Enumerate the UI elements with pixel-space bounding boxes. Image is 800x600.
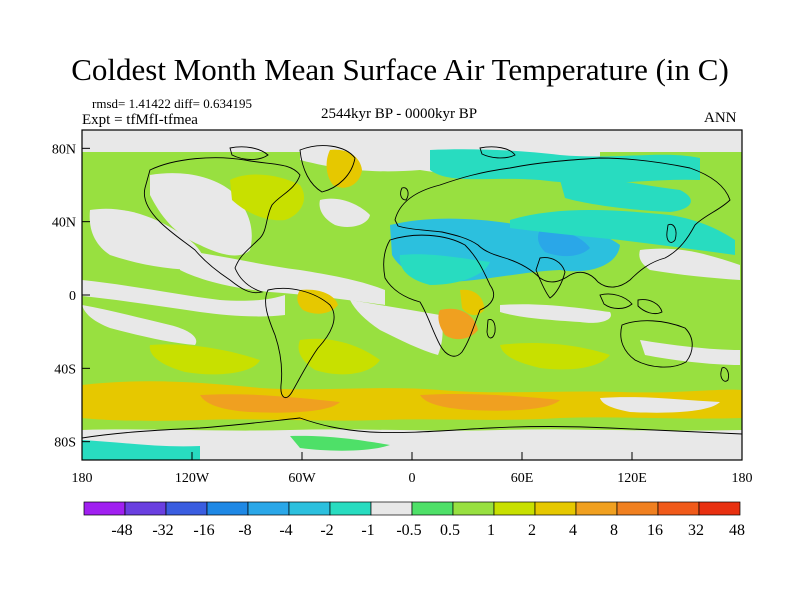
period-text: 2544kyr BP - 0000kyr BP	[321, 106, 478, 122]
coastlines	[81, 145, 743, 439]
y-tick-label: 40N	[52, 216, 76, 231]
colorbar-label: 1	[487, 522, 495, 539]
colorbar-swatch	[534, 501, 577, 516]
x-tick-label: 120W	[175, 471, 210, 486]
x-tick-label: 180	[732, 471, 753, 486]
y-tick-label: 80S	[54, 436, 76, 451]
colorbar-label: -1	[361, 522, 374, 539]
colorbar-swatch	[575, 501, 618, 516]
colorbar-swatch	[452, 501, 495, 516]
colorbar-label: -32	[152, 522, 173, 539]
experiment-text: Expt = tfMfI-tfmea	[82, 112, 198, 128]
colorbar-label: 32	[688, 522, 704, 539]
colorbar-swatch	[165, 501, 208, 516]
colorbar-swatch	[288, 501, 331, 516]
colorbar-label: -8	[238, 522, 251, 539]
colorbar-swatch	[370, 501, 413, 516]
season-text: ANN	[704, 110, 737, 126]
colorbar-label: -2	[320, 522, 333, 539]
y-tick-label: 0	[69, 289, 76, 304]
colorbar-swatch	[657, 501, 700, 516]
colorbar-swatch	[83, 501, 126, 516]
y-tick-label: 80N	[52, 142, 76, 157]
y-tick-label: 40S	[54, 362, 76, 377]
colorbar-label: -0.5	[396, 522, 421, 539]
colorbar-label: 48	[729, 522, 745, 539]
colorbar-swatch	[411, 501, 454, 516]
colorbar-label: 8	[610, 522, 618, 539]
x-tick-label: 180	[72, 471, 93, 486]
colorbar-label: -48	[111, 522, 132, 539]
colorbar-label: 0.5	[440, 522, 460, 539]
x-tick-label: 60E	[511, 471, 534, 486]
plot-title: Coldest Month Mean Surface Air Temperatu…	[71, 52, 729, 87]
colorbar-swatch	[329, 501, 372, 516]
colorbar-swatch	[698, 501, 741, 516]
colorbar-label: 4	[569, 522, 577, 539]
colorbar-swatch	[124, 501, 167, 516]
stats-text: rmsd= 1.41422 diff= 0.634195	[92, 96, 252, 111]
colorbar: -48 -32 -16 -8 -4 -2 -1 -0.5 0.5 1 2 4 8 16 32 48	[83, 501, 745, 539]
x-tick-label: 60W	[288, 471, 316, 486]
colorbar-label: 16	[647, 522, 663, 539]
colorbar-swatch	[247, 501, 290, 516]
x-axis: 180 120W 60W 0 60E 120E 180	[72, 452, 753, 486]
colorbar-swatch	[206, 501, 249, 516]
y-axis: 80N 40N 0 40S 80S	[52, 142, 90, 451]
colorbar-label: 2	[528, 522, 536, 539]
x-tick-label: 120E	[617, 471, 647, 486]
colorbar-label: -4	[279, 522, 292, 539]
colorbar-swatch	[616, 501, 659, 516]
map-field	[82, 130, 742, 460]
colorbar-swatch	[493, 501, 536, 516]
colorbar-label: -16	[193, 522, 214, 539]
x-tick-label: 0	[409, 471, 416, 486]
